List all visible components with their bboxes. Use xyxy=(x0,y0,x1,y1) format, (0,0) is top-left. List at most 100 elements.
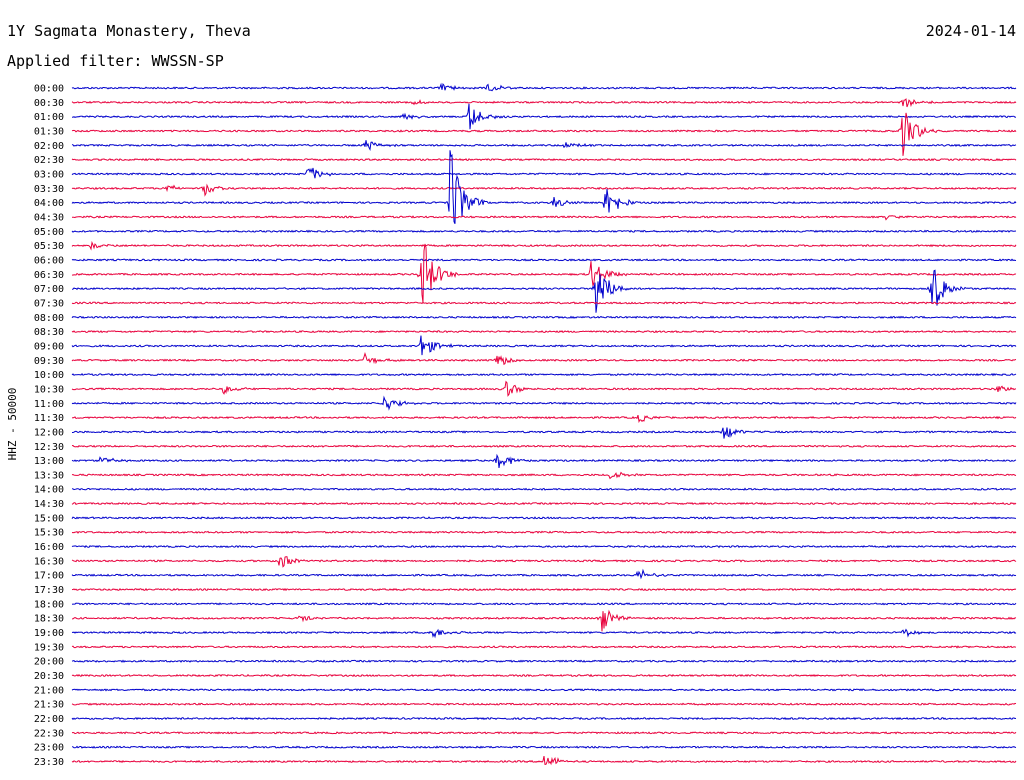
trace-2100 xyxy=(71,688,1017,692)
trace-0400 xyxy=(71,150,1017,225)
station-title: 1Y Sagmata Monastery, Theva xyxy=(7,22,251,40)
trace-0530 xyxy=(71,240,1017,251)
trace-1400 xyxy=(71,487,1017,491)
time-label-0400: 04:00 xyxy=(34,198,64,209)
time-label-1030: 10:30 xyxy=(34,384,64,395)
trace-2230 xyxy=(71,731,1017,735)
trace-0830 xyxy=(71,329,1017,334)
trace-1430 xyxy=(71,501,1017,506)
time-label-2030: 20:30 xyxy=(34,671,64,682)
trace-0500 xyxy=(71,229,1017,234)
trace-1200 xyxy=(72,427,1017,439)
time-label-1630: 16:30 xyxy=(34,556,64,567)
time-label-1300: 13:00 xyxy=(34,456,64,467)
trace-1630 xyxy=(71,556,1017,568)
trace-2330 xyxy=(71,755,1017,766)
time-label-0630: 06:30 xyxy=(34,270,64,281)
time-label-2100: 21:00 xyxy=(34,685,64,696)
trace-0230 xyxy=(71,158,1017,162)
time-label-0130: 01:30 xyxy=(34,127,64,138)
time-label-1700: 17:00 xyxy=(34,571,64,582)
time-label-1500: 15:00 xyxy=(34,513,64,524)
time-label-0930: 09:30 xyxy=(34,356,64,367)
time-label-1200: 12:00 xyxy=(34,427,64,438)
trace-2200 xyxy=(71,716,1017,721)
trace-0930 xyxy=(71,351,1017,366)
trace-1500 xyxy=(71,516,1017,520)
time-label-1830: 18:30 xyxy=(34,614,64,625)
time-label-0700: 07:00 xyxy=(34,284,64,295)
time-label-0600: 06:00 xyxy=(34,256,64,267)
trace-2130 xyxy=(71,702,1017,706)
trace-1930 xyxy=(71,645,1017,649)
filter-label: Applied filter: WWSSN-SP xyxy=(7,52,224,70)
time-label-0800: 08:00 xyxy=(34,313,64,324)
trace-1300 xyxy=(71,453,1017,468)
trace-0600 xyxy=(71,258,1017,262)
trace-0300 xyxy=(71,167,1017,179)
time-label-2200: 22:00 xyxy=(34,714,64,725)
time-label-1230: 12:30 xyxy=(34,442,64,453)
trace-0000 xyxy=(71,82,1017,92)
trace-1900 xyxy=(71,628,1017,639)
trace-1600 xyxy=(71,544,1017,549)
time-label-1430: 14:30 xyxy=(34,499,64,510)
time-label-0500: 05:00 xyxy=(34,227,64,238)
time-label-0830: 08:30 xyxy=(34,327,64,338)
trace-0800 xyxy=(71,315,1017,319)
time-label-0900: 09:00 xyxy=(34,341,64,352)
time-label-1800: 18:00 xyxy=(34,599,64,610)
time-label-0230: 02:30 xyxy=(34,155,64,166)
trace-2000 xyxy=(71,659,1017,663)
time-label-1130: 11:30 xyxy=(34,413,64,424)
trace-1130 xyxy=(71,414,1017,423)
time-label-0030: 00:30 xyxy=(34,98,64,109)
trace-1800 xyxy=(71,602,1017,606)
time-label-0730: 07:30 xyxy=(34,298,64,309)
record-date: 2024-01-14 xyxy=(926,22,1016,40)
time-label-1900: 19:00 xyxy=(34,628,64,639)
time-label-0100: 01:00 xyxy=(34,112,64,123)
time-label-1730: 17:30 xyxy=(34,585,64,596)
trace-1230 xyxy=(71,444,1017,448)
trace-0430 xyxy=(72,215,1017,221)
trace-0200 xyxy=(71,140,1017,151)
time-label-0300: 03:00 xyxy=(34,170,64,181)
time-label-0430: 04:30 xyxy=(34,213,64,224)
trace-0130 xyxy=(71,112,1017,156)
time-label-1000: 10:00 xyxy=(34,370,64,381)
trace-0330 xyxy=(71,183,1017,197)
trace-2300 xyxy=(71,745,1017,749)
trace-0030 xyxy=(71,98,1017,108)
trace-1730 xyxy=(71,587,1017,592)
time-label-2300: 23:00 xyxy=(34,743,64,754)
trace-0900 xyxy=(71,335,1017,356)
trace-2030 xyxy=(71,673,1017,678)
time-label-1330: 13:30 xyxy=(34,470,64,481)
trace-1000 xyxy=(71,372,1017,377)
time-label-0000: 00:00 xyxy=(34,84,64,95)
time-label-2130: 21:30 xyxy=(34,700,64,711)
time-label-1400: 14:00 xyxy=(34,485,64,496)
trace-1530 xyxy=(71,530,1017,534)
trace-0700 xyxy=(71,269,1017,313)
time-label-2230: 22:30 xyxy=(34,728,64,739)
time-label-2330: 23:30 xyxy=(34,757,64,768)
trace-1330 xyxy=(71,471,1017,480)
time-label-0200: 02:00 xyxy=(34,141,64,152)
time-label-1600: 16:00 xyxy=(34,542,64,553)
time-label-1930: 19:30 xyxy=(34,642,64,653)
time-label-1530: 15:30 xyxy=(34,528,64,539)
trace-1100 xyxy=(71,395,1017,411)
seismic-traces xyxy=(71,82,1017,766)
time-label-0530: 05:30 xyxy=(34,241,64,252)
time-label-2000: 20:00 xyxy=(34,657,64,668)
time-label-0330: 03:30 xyxy=(34,184,64,195)
y-axis-label: HHZ - 50000 xyxy=(6,388,19,461)
time-tick-labels: 00:00 00:30 01:00 01:30 02:00 02:30 03:00 03:30… xyxy=(34,84,64,769)
trace-0100 xyxy=(71,103,1017,130)
trace-0630 xyxy=(71,243,1017,303)
trace-0730 xyxy=(71,301,1017,305)
trace-1830 xyxy=(72,609,1017,632)
